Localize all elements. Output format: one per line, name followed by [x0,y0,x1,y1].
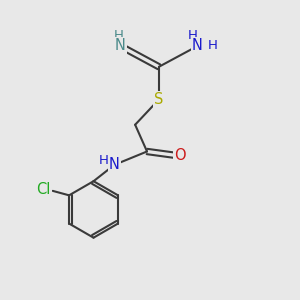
Text: O: O [174,148,185,164]
Text: Cl: Cl [37,182,51,197]
Text: H: H [99,154,109,167]
Text: N: N [192,38,203,53]
Text: H: H [188,29,198,42]
Text: H: H [208,40,218,52]
Text: N: N [115,38,126,53]
Text: H: H [114,29,124,42]
Text: S: S [154,92,164,107]
Text: N: N [109,158,120,172]
